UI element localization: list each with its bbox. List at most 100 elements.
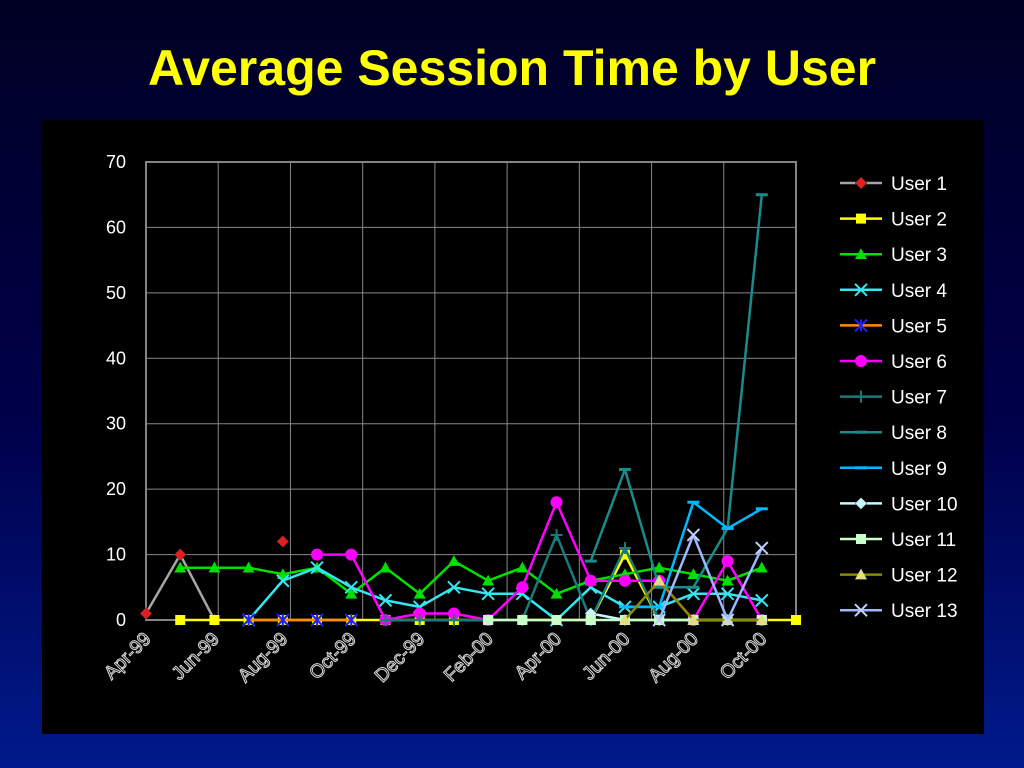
series-layer (139, 193, 801, 627)
legend-marker (854, 603, 868, 617)
data-point (276, 568, 289, 579)
data-point (175, 615, 186, 625)
chart-panel: 0 10 20 30 40 50 60 70 Apr-99 Jun-99 Aug-99 Oct-99 D… (42, 120, 984, 734)
plot-frame (145, 161, 797, 621)
x-tick-label: Jun-99 (168, 629, 224, 685)
data-point (378, 593, 393, 608)
data-point (618, 574, 631, 587)
legend-label: User 11 (891, 530, 956, 551)
legend: User 1 User 2 User 3 User 4 User 5 User 6 User… (840, 174, 958, 622)
series-9 (618, 500, 768, 609)
data-point (379, 561, 392, 573)
data-point (687, 568, 700, 579)
data-point (241, 613, 256, 627)
data-point (720, 613, 735, 627)
legend-entry: User 3 (840, 245, 947, 266)
data-point (344, 613, 358, 627)
data-point (276, 574, 290, 588)
data-point (173, 548, 187, 561)
data-point (311, 548, 324, 561)
legend-label: User 12 (891, 566, 958, 587)
legend-label: User 5 (891, 316, 947, 337)
series-2 (175, 549, 801, 625)
legend-entry: User 8 (840, 423, 947, 444)
series-line (180, 559, 763, 596)
legend-marker (855, 248, 867, 259)
x-tick-label: Apr-00 (511, 629, 566, 684)
data-point (447, 607, 460, 620)
legend-entry: User 13 (840, 601, 958, 622)
data-point (550, 528, 563, 541)
legend-label: User 6 (891, 352, 947, 373)
x-tick-label: Aug-99 (234, 629, 292, 687)
legend-entry: User 1 (840, 174, 947, 195)
data-point (618, 542, 631, 555)
data-point (482, 574, 495, 586)
data-point (516, 581, 529, 594)
data-point (242, 561, 255, 573)
axis-labels: 0 10 20 30 40 50 60 70 Apr-99 Jun-99 Aug-99 Oct-99 D… (100, 152, 772, 687)
data-point (345, 548, 358, 561)
y-tick-label: 60 (106, 217, 126, 237)
series-line (180, 553, 796, 622)
x-tick-label: Aug-00 (645, 629, 703, 687)
legend-marker (854, 497, 868, 510)
x-tick-label: Dec-99 (371, 629, 429, 687)
legend-marker (854, 283, 868, 297)
legend-label: User 4 (891, 281, 947, 302)
legend-marker (855, 568, 867, 580)
data-point (721, 574, 734, 586)
series-8 (584, 193, 768, 589)
legend-label: User 2 (891, 210, 947, 231)
series-13 (652, 528, 769, 627)
data-point (720, 587, 735, 601)
legend-entry: User 12 (840, 566, 958, 587)
y-tick-label: 20 (106, 479, 126, 499)
data-point (276, 535, 290, 548)
legend-marker (856, 213, 866, 224)
legend-entry: User 5 (840, 316, 947, 337)
data-point (447, 614, 460, 626)
data-point (516, 561, 529, 573)
data-point (653, 561, 666, 573)
series-line (146, 542, 283, 621)
data-point (585, 615, 596, 625)
legend-marker (856, 534, 866, 544)
legend-marker (854, 318, 868, 333)
series-line (658, 533, 763, 622)
legend-label: User 9 (891, 459, 947, 480)
data-point (584, 574, 597, 587)
data-point (276, 613, 290, 627)
data-point (208, 561, 221, 573)
legend-label: User 7 (891, 388, 947, 409)
data-point (379, 614, 392, 626)
data-point (483, 615, 494, 625)
data-point (551, 615, 562, 625)
data-point (791, 615, 801, 625)
legend-label: User 3 (891, 245, 947, 266)
series-10 (584, 607, 769, 627)
data-point (481, 587, 495, 601)
x-tick-label: Jun-00 (579, 629, 635, 685)
slide-title: Average Session Time by User (147, 40, 877, 96)
data-point (550, 587, 563, 599)
data-point (755, 541, 769, 555)
data-point (447, 555, 460, 566)
legend-entry: User 11 (840, 530, 956, 551)
x-tick-label: Feb-00 (440, 629, 497, 686)
data-point (344, 580, 358, 594)
data-point (413, 587, 426, 599)
data-point (413, 607, 426, 620)
series-line (589, 194, 764, 589)
data-point (755, 614, 768, 625)
data-point (653, 574, 666, 586)
series-1 (139, 535, 290, 627)
legend-label: User 1 (891, 174, 947, 195)
legend-marker (854, 176, 868, 190)
data-point (755, 593, 769, 608)
line-chart: 0 10 20 30 40 50 60 70 Apr-99 Jun-99 Aug-99 Oct-99 D… (100, 152, 958, 687)
data-point (174, 561, 187, 573)
legend-marker (855, 355, 867, 367)
legend-entry: User 7 (840, 388, 947, 409)
data-point (687, 614, 700, 625)
